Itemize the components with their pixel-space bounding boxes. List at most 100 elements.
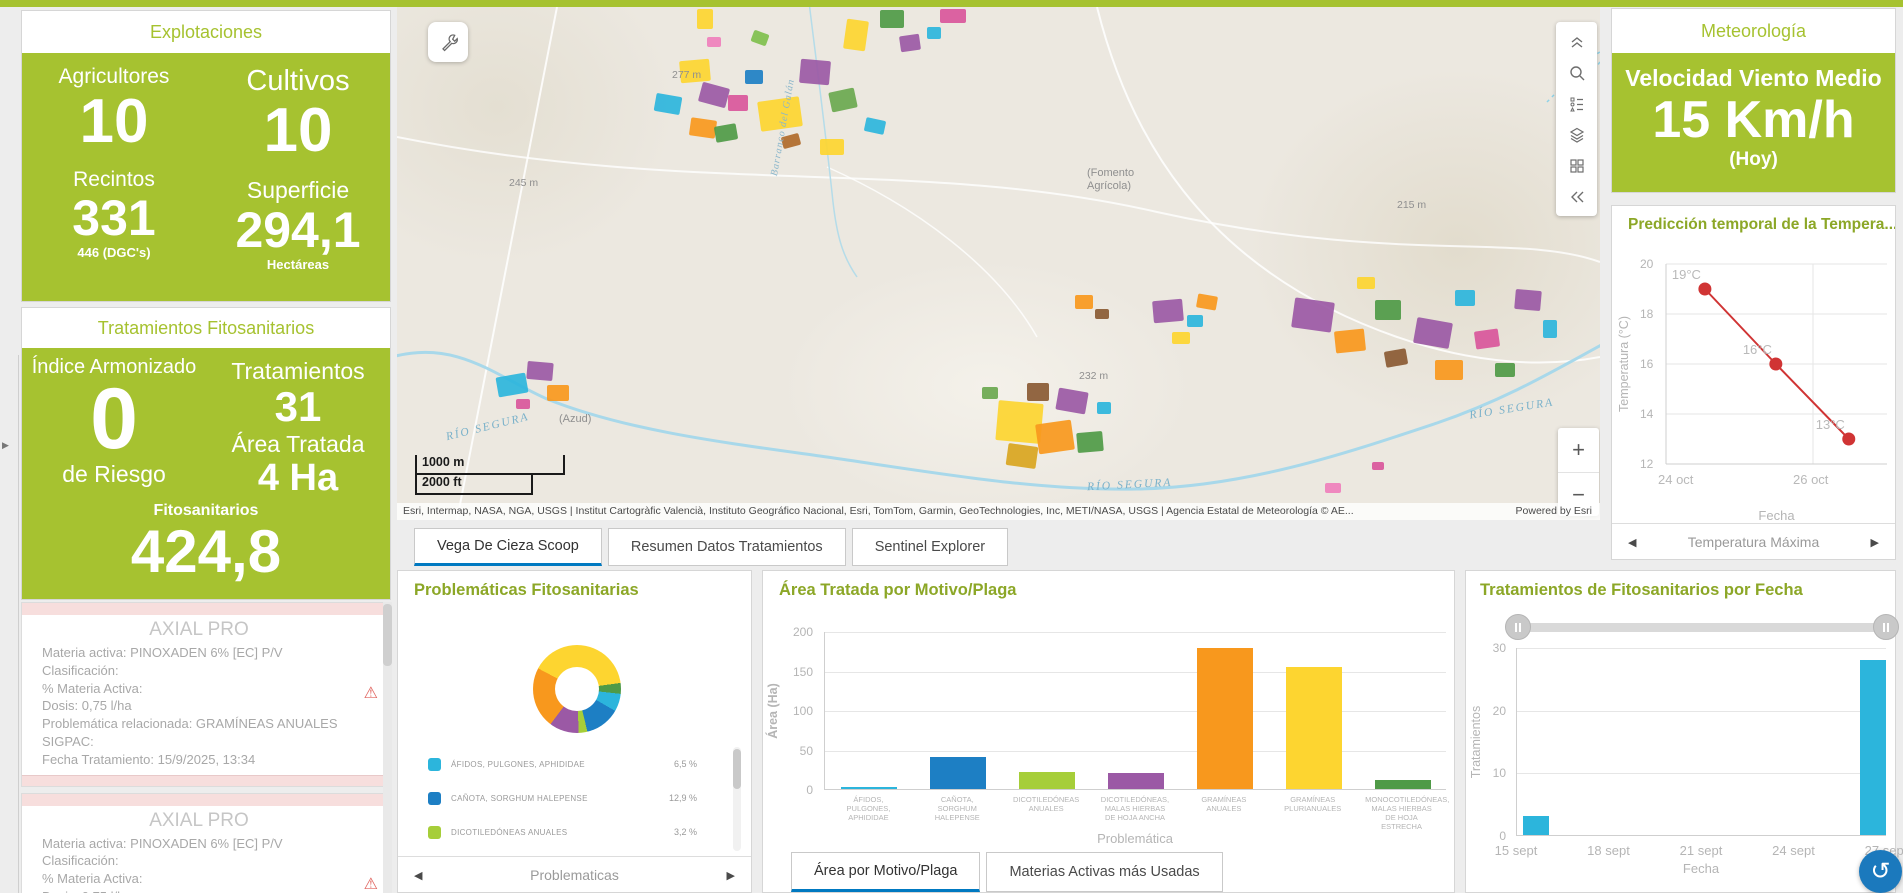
field-parcel[interactable] (1357, 277, 1375, 289)
field-parcel[interactable] (1152, 298, 1184, 324)
field-parcel[interactable] (728, 95, 748, 111)
legend-scrollbar[interactable] (733, 747, 741, 851)
prev-series-arrow[interactable]: ◀ (414, 870, 423, 882)
field-parcel[interactable] (1383, 348, 1409, 368)
bar-1[interactable] (930, 757, 987, 789)
field-parcel[interactable] (1027, 383, 1049, 401)
field-parcel[interactable] (653, 92, 683, 116)
field-parcel[interactable] (1195, 293, 1219, 311)
slider-handle-right[interactable] (1873, 614, 1899, 640)
field-parcel[interactable] (697, 9, 713, 29)
treatments-list[interactable]: AXIAL PRO Materia activa: PINOXADEN 6% [E… (21, 602, 391, 893)
field-parcel[interactable] (940, 9, 966, 23)
next-series-arrow[interactable]: ▶ (1870, 537, 1879, 549)
field-parcel[interactable] (1187, 315, 1203, 327)
bar-1[interactable] (1859, 659, 1886, 835)
tab-resumen-datos[interactable]: Resumen Datos Tratamientos (607, 528, 846, 566)
panel-title: Tratamientos de Fitosanitarios por Fecha (1480, 581, 1803, 599)
field-parcel[interactable] (1095, 309, 1109, 319)
field-parcel[interactable] (707, 37, 721, 47)
field-parcel[interactable] (750, 29, 770, 47)
legend-item[interactable]: DICOTILEDÓNEAS ANUALES 3,2 % (398, 815, 727, 849)
field-parcel[interactable] (713, 123, 739, 143)
bar-3[interactable] (1108, 773, 1164, 789)
field-parcel[interactable] (1097, 402, 1111, 414)
field-parcel[interactable] (799, 58, 831, 86)
bar-4[interactable] (1196, 647, 1253, 789)
field-parcel[interactable] (863, 117, 887, 135)
scrollbar-thumb[interactable] (733, 749, 741, 789)
tab-vega-de-cieza[interactable]: Vega De Cieza Scoop (414, 528, 602, 566)
field-parcel[interactable] (1005, 443, 1039, 469)
treatment-card[interactable]: AXIAL PRO Materia activa: PINOXADEN 6% [E… (21, 602, 391, 787)
search-button[interactable] (1556, 57, 1597, 88)
zoom-out-button[interactable]: − (1558, 472, 1599, 516)
field-parcel[interactable] (880, 10, 904, 28)
treatment-card[interactable]: AXIAL PRO Materia activa: PINOXADEN 6% [E… (21, 792, 391, 893)
field-parcel[interactable] (688, 117, 718, 139)
slider-handle-left[interactable] (1505, 614, 1531, 640)
legend-item[interactable]: CAÑOTA, SORGHUM HALEPENSE 12,9 % (398, 781, 727, 815)
zoom-in-button[interactable]: + (1572, 437, 1585, 462)
legend-item[interactable] (398, 849, 727, 851)
field-parcel[interactable] (1455, 290, 1475, 306)
bar-0[interactable] (841, 787, 898, 789)
next-series-arrow[interactable]: ▶ (726, 870, 735, 882)
field-parcel[interactable] (547, 385, 569, 401)
field-parcel[interactable] (1372, 462, 1384, 470)
field-parcel[interactable] (1375, 300, 1401, 320)
treatment-detail: Dosis: 0,75 l/ha (42, 698, 132, 714)
field-parcel[interactable] (1075, 295, 1093, 309)
field-parcel[interactable] (1076, 430, 1104, 454)
expand-panel-handle[interactable]: ▶ (2, 440, 9, 450)
field-parcel[interactable] (1325, 483, 1341, 493)
legend-button[interactable] (1556, 88, 1597, 119)
y-axis-title: Temperatura (°C) (1617, 316, 1631, 412)
wrench-icon (442, 34, 458, 52)
field-parcel[interactable] (1413, 317, 1453, 349)
basemap-button[interactable] (1556, 150, 1597, 181)
sketch-tool-button[interactable] (428, 22, 468, 62)
bar-6[interactable] (1374, 780, 1431, 789)
collapse-left-button[interactable] (1556, 181, 1597, 212)
refresh-button[interactable]: ↺ (1859, 850, 1902, 893)
field-parcel[interactable] (1495, 363, 1515, 377)
prev-series-arrow[interactable]: ◀ (1628, 537, 1637, 549)
treatment-detail: % Materia Activa: (42, 871, 143, 887)
collapse-up-button[interactable] (1556, 26, 1597, 57)
field-parcel[interactable] (516, 399, 530, 409)
bar-2[interactable] (1019, 771, 1076, 789)
field-parcel[interactable] (1514, 288, 1542, 312)
layers-button[interactable] (1556, 119, 1597, 150)
tab-area-por-motivo[interactable]: Área por Motivo/Plaga (791, 852, 981, 892)
field-parcel[interactable] (1333, 328, 1367, 354)
field-parcel[interactable] (1291, 297, 1335, 333)
stat-value: 294,1 (235, 201, 361, 258)
field-parcel[interactable] (697, 81, 731, 109)
field-parcel[interactable] (843, 18, 869, 52)
field-parcel[interactable] (927, 27, 941, 39)
bar-0[interactable] (1522, 816, 1549, 835)
legend-item[interactable]: ÁFIDOS, PULGONES, APHIDIDAE 6,5 % (398, 747, 727, 781)
date-range-slider[interactable] (1511, 623, 1885, 632)
field-parcel[interactable] (495, 372, 529, 398)
field-parcel[interactable] (1435, 360, 1463, 380)
field-parcel[interactable] (982, 387, 998, 399)
field-parcel[interactable] (1543, 320, 1557, 338)
field-parcel[interactable] (898, 33, 922, 53)
map-view[interactable]: (Fomento Agrícola) 277 m 245 m 215 m 232… (397, 7, 1600, 520)
tab-materias-activas[interactable]: Materias Activas más Usadas (986, 852, 1223, 892)
field-parcel[interactable] (828, 87, 858, 113)
list-scrollbar[interactable] (383, 602, 392, 893)
tab-sentinel-explorer[interactable]: Sentinel Explorer (851, 528, 1009, 566)
field-parcel[interactable] (1172, 332, 1190, 344)
scrollbar-thumb[interactable] (383, 604, 392, 666)
field-parcel[interactable] (1035, 419, 1075, 455)
bar-5[interactable] (1285, 667, 1342, 789)
donut-chart[interactable] (533, 645, 621, 733)
field-parcel[interactable] (745, 70, 763, 84)
field-parcel[interactable] (526, 360, 554, 382)
field-parcel[interactable] (1473, 328, 1501, 350)
field-parcel[interactable] (1055, 387, 1089, 415)
field-parcel[interactable] (820, 139, 844, 155)
